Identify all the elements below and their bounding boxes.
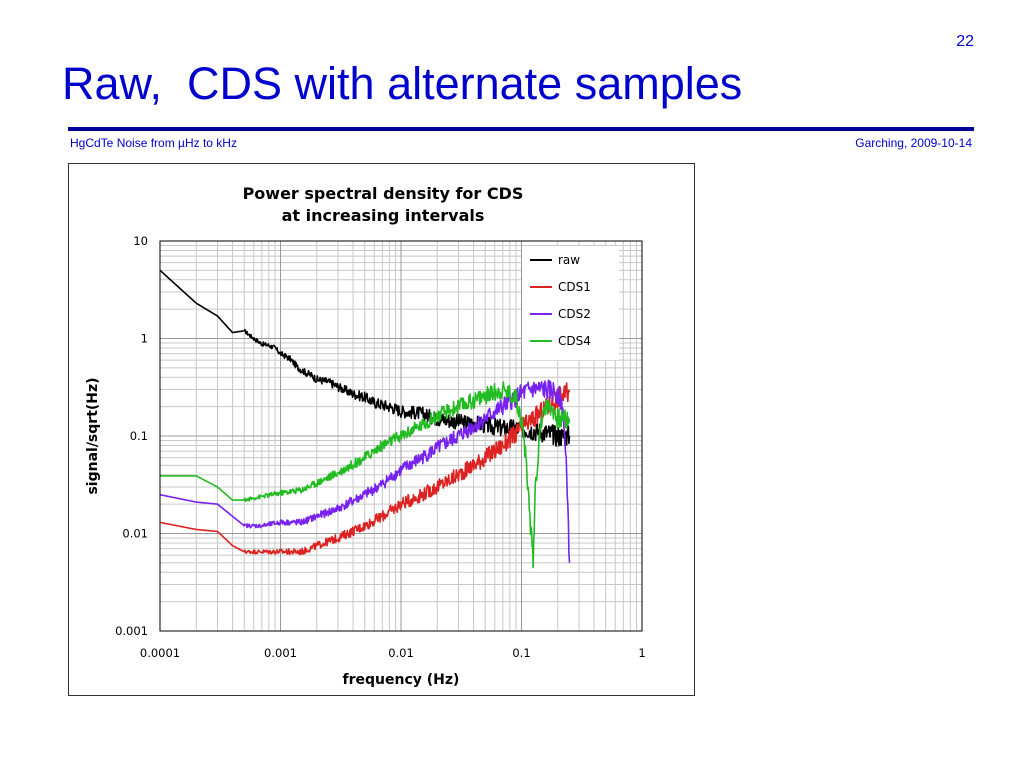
chart-title-line: at increasing intervals xyxy=(282,206,485,225)
y-tick-label: 10 xyxy=(133,234,148,248)
y-tick-label: 0.1 xyxy=(130,429,148,443)
plot-border xyxy=(159,240,643,632)
x-tick-label: 0.01 xyxy=(388,646,414,660)
legend-label-cds2: CDS2 xyxy=(558,307,591,321)
x-tick-label: 0.1 xyxy=(512,646,530,660)
legend-label-raw: raw xyxy=(558,253,580,267)
x-tick-label: 0.001 xyxy=(264,646,297,660)
series-line-cds1 xyxy=(159,382,571,556)
psd-chart: 0.001 0.01 0.1 1 10 0.0001 0.001 0.01 0.1 1 Power… xyxy=(85,184,646,688)
chart-title-line: Power spectral density for CDS xyxy=(243,184,524,203)
series-line-cds2 xyxy=(159,379,571,563)
y-axis-label: signal/sqrt(Hz) xyxy=(85,377,101,494)
x-axis-label: frequency (Hz) xyxy=(343,672,460,688)
page-number: 22 xyxy=(956,33,974,50)
legend: raw CDS1 CDS2 CDS4 xyxy=(522,246,619,360)
series-line-cds4 xyxy=(159,381,571,569)
series-line-raw xyxy=(159,269,571,447)
x-tick-label: 0.0001 xyxy=(140,646,180,660)
tick-labels: 0.001 0.01 0.1 1 10 0.0001 0.001 0.01 0.1 1 xyxy=(115,234,646,660)
y-tick-label: 0.01 xyxy=(122,527,148,541)
series-lines xyxy=(159,269,571,569)
legend-label-cds4: CDS4 xyxy=(558,334,591,348)
footer-left-text: HgCdTe Noise from µHz to kHz xyxy=(70,136,237,150)
y-tick-label: 0.001 xyxy=(115,624,148,638)
chart-frame: 0.001 0.01 0.1 1 10 0.0001 0.001 0.01 0.1 1 Power… xyxy=(68,163,695,696)
y-tick-label: 1 xyxy=(141,332,148,346)
chart-title: Power spectral density for CDS at increas… xyxy=(243,184,524,225)
slide-title: Raw, CDS with alternate samples xyxy=(62,58,743,109)
footer-right-text: Garching, 2009-10-14 xyxy=(855,136,972,150)
legend-label-cds1: CDS1 xyxy=(558,280,591,294)
title-rule xyxy=(68,127,974,131)
x-tick-label: 1 xyxy=(638,646,645,660)
